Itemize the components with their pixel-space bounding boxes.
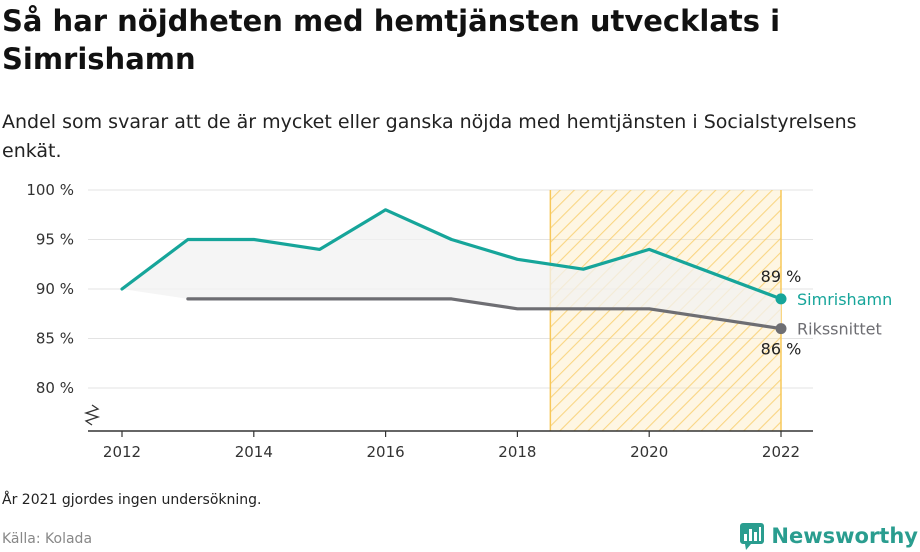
data-point (775, 293, 787, 305)
chart-subtitle: Andel som svarar att de är mycket eller … (2, 111, 857, 162)
series-name-label: Simrishamn (797, 290, 892, 309)
footnote: År 2021 gjordes ingen undersökning. (2, 492, 262, 508)
newsworthy-chart-icon (740, 523, 765, 550)
y-tick-label: 90 % (36, 280, 74, 298)
series-lines (120, 208, 787, 335)
end-value-label: 86 % (761, 340, 802, 359)
source-text: Källa: Kolada (2, 531, 93, 547)
y-tick-label: 100 % (26, 181, 74, 199)
x-tick-label: 2016 (367, 443, 405, 461)
series-line-simrishamn (120, 208, 783, 301)
x-tick-label: 2020 (630, 443, 668, 461)
axes: 2012 2014 2016 2018 2020 2022 (83, 404, 813, 461)
x-tick-label: 2022 (762, 443, 800, 461)
x-tick-label: 2018 (498, 443, 536, 461)
brand-name: Newsworthy (771, 524, 918, 548)
x-tick-label: 2014 (235, 443, 273, 461)
y-tick-label: 95 % (36, 231, 74, 249)
axis-break-mark (83, 404, 101, 426)
brand-logo[interactable]: Newsworthy (739, 520, 918, 552)
data-point (775, 323, 787, 335)
end-value-label: 89 % (761, 267, 802, 286)
x-tick-label: 2012 (103, 443, 141, 461)
chart-title: Så har nöjdheten med hemtjänsten utveckl… (2, 4, 781, 76)
series-line-rikssnittet (186, 297, 783, 331)
y-tick-label: 85 % (36, 330, 74, 348)
series-name-label: Rikssnittet (797, 320, 882, 339)
y-tick-label: 80 % (36, 379, 74, 397)
